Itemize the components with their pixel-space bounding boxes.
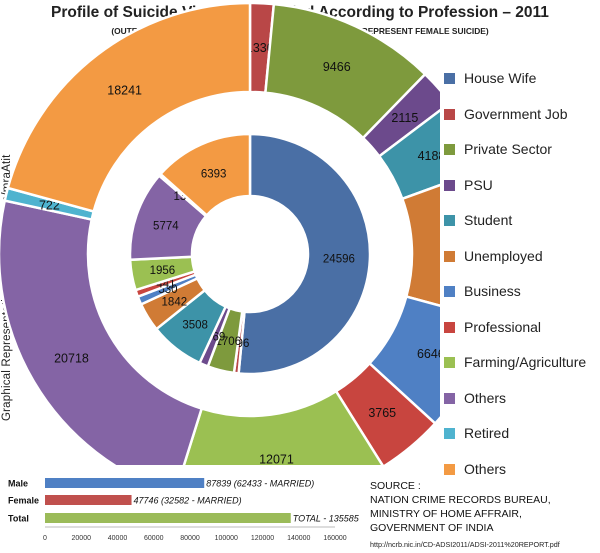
male-slice-student-4 bbox=[377, 108, 440, 201]
source-line-1: NATION CRIME RECORDS BUREAU, bbox=[370, 494, 551, 506]
male-slice-others-11 bbox=[6, 1, 252, 213]
legend-label: Professional bbox=[464, 318, 542, 335]
legend-item-house-wife-0: House Wife bbox=[444, 70, 586, 106]
legend-label: PSU bbox=[464, 176, 493, 193]
bar-female bbox=[45, 495, 132, 505]
bar-total bbox=[45, 513, 291, 523]
legend-label: Farming/Agriculture bbox=[464, 354, 587, 370]
male-label-7: 3765 bbox=[368, 406, 396, 420]
legend-swatch bbox=[444, 250, 455, 262]
legend-label: Government Job bbox=[464, 105, 568, 122]
bar-tick-1: 20000 bbox=[72, 535, 92, 542]
legend-label: Others bbox=[464, 460, 507, 477]
chart-legend: House Wife Government Job Private Sector PS… bbox=[444, 70, 586, 496]
legend-swatch bbox=[444, 392, 455, 404]
legend-swatch bbox=[444, 321, 455, 333]
male-slice-others-9 bbox=[0, 199, 204, 465]
legend-swatch bbox=[444, 286, 455, 297]
legend-item-others-9: Others bbox=[444, 390, 586, 426]
bar-tick-2: 40000 bbox=[108, 535, 128, 542]
legend-item-retired-10: Retired bbox=[444, 425, 586, 461]
legend-swatch bbox=[444, 108, 455, 120]
legend-item-business-6: Business bbox=[444, 283, 586, 319]
totals-bar-chart: Male 87839 (62433 - MARRIED) Female 47746 (… bbox=[8, 478, 360, 542]
source-line-2: MINISTRY OF HOME AFFRAIR, bbox=[370, 508, 522, 520]
male-label-4: 4188 bbox=[418, 149, 440, 163]
bar-tick-3: 60000 bbox=[144, 535, 164, 542]
male-label-3: 2115 bbox=[391, 111, 418, 125]
legend-swatch bbox=[444, 357, 455, 368]
bar-tick-5: 100000 bbox=[215, 535, 238, 542]
male-slice-unemployed-5 bbox=[400, 183, 440, 308]
male-label-11: 18241 bbox=[107, 83, 142, 97]
legend-item-unemployed-5: Unemployed bbox=[444, 248, 586, 284]
female-label-8: 1956 bbox=[150, 265, 176, 277]
female-label-4: 3508 bbox=[182, 320, 208, 332]
legend-swatch bbox=[444, 144, 455, 155]
male-label-1: 1330 bbox=[246, 41, 274, 55]
legend-item-farming-agriculture-8: Farming/Agriculture bbox=[444, 354, 586, 390]
bar-tick-6: 120000 bbox=[251, 535, 274, 542]
legend-label: Others bbox=[464, 389, 507, 406]
legend-label: Student bbox=[464, 212, 513, 228]
male-label-8: 12071 bbox=[259, 452, 294, 465]
bar-annotation-female: 47746 (32582 - MARRIED) bbox=[134, 496, 242, 506]
female-label-9: 5774 bbox=[153, 221, 179, 233]
donut-chart: 0133094662115418885776646376512071207187… bbox=[0, 1, 440, 465]
female-label-11: 6393 bbox=[201, 168, 227, 180]
male-slice-farming-agriculture-8 bbox=[182, 389, 384, 465]
bar-category-total: Total bbox=[8, 514, 29, 524]
legend-swatch bbox=[444, 215, 455, 226]
female-slice-house-wife-0 bbox=[237, 132, 372, 376]
legend-item-student-4: Student bbox=[444, 212, 586, 248]
bar-category-male: Male bbox=[8, 479, 28, 489]
legend-item-private-sector-2: Private Sector bbox=[444, 141, 586, 177]
legend-label: Retired bbox=[464, 425, 510, 441]
female-label-2: 1706 bbox=[215, 336, 241, 348]
bar-annotation-male: 87839 (62433 - MARRIED) bbox=[206, 479, 314, 489]
legend-swatch bbox=[444, 463, 455, 475]
bar-male bbox=[45, 478, 205, 488]
legend-label: Unemployed bbox=[464, 247, 543, 264]
bar-tick-7: 140000 bbox=[287, 535, 310, 542]
legend-swatch bbox=[444, 428, 455, 439]
bar-annotation-total: TOTAL - 135585 bbox=[293, 514, 360, 524]
female-label-0: 24596 bbox=[323, 254, 355, 266]
female-slice-others-11 bbox=[158, 132, 252, 218]
legend-item-others-11: Others bbox=[444, 461, 586, 497]
legend-item-psu-3: PSU bbox=[444, 177, 586, 213]
bar-tick-4: 80000 bbox=[180, 535, 200, 542]
male-label-9: 20718 bbox=[54, 351, 89, 365]
source-line-3: GOVERNMENT OF INDIA bbox=[370, 522, 494, 534]
legend-swatch bbox=[444, 73, 455, 84]
legend-label: Business bbox=[464, 283, 521, 299]
male-label-6: 6646 bbox=[417, 347, 440, 361]
bar-tick-0: 0 bbox=[43, 535, 47, 542]
legend-swatch bbox=[444, 179, 455, 191]
bar-category-female: Female bbox=[8, 496, 39, 506]
legend-label: Private Sector bbox=[464, 141, 552, 157]
source-url[interactable]: http://ncrb.nic.in/CD-ADSI2011/ADSI-2011… bbox=[370, 540, 560, 549]
source-heading: SOURCE : bbox=[370, 480, 421, 492]
source-block: SOURCE : NATION CRIME RECORDS BUREAU, MI… bbox=[370, 479, 560, 552]
legend-label: House Wife bbox=[464, 70, 537, 86]
bar-tick-8: 160000 bbox=[323, 535, 346, 542]
legend-item-government-job-1: Government Job bbox=[444, 106, 586, 142]
male-label-2: 9466 bbox=[323, 60, 351, 74]
legend-item-professional-7: Professional bbox=[444, 319, 586, 355]
female-label-5: 1842 bbox=[162, 296, 188, 308]
